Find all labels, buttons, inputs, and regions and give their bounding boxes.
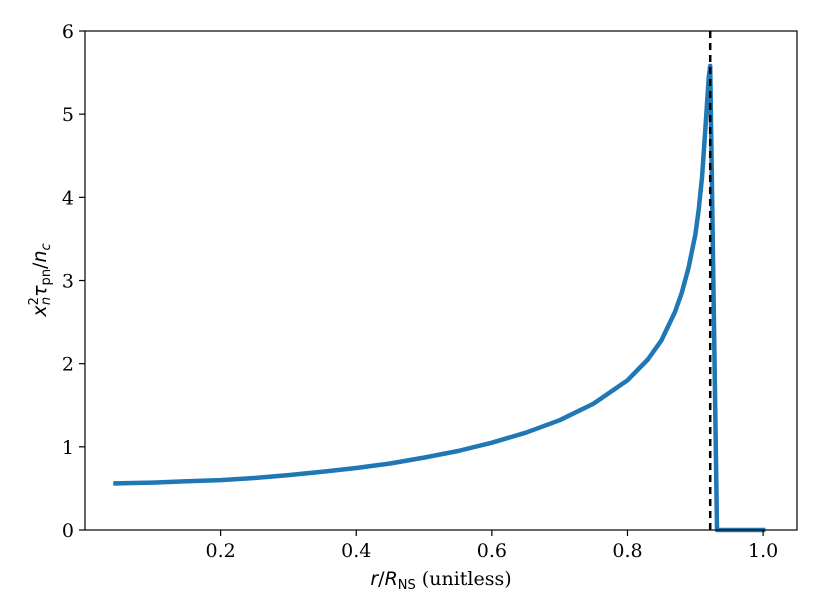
y-tick-label: 5 — [62, 104, 74, 126]
x-label-subscript: NS — [398, 578, 416, 593]
y-tick-label: 3 — [62, 271, 74, 293]
x-tick-label: 0.6 — [477, 540, 507, 562]
y-label-slash: / — [29, 262, 51, 269]
x-tick-label: 0.4 — [341, 540, 371, 562]
y-tick-label: 1 — [62, 437, 74, 459]
y-tick-label: 0 — [62, 520, 74, 542]
x-axis-label: r/RNS (unitless) — [370, 568, 511, 593]
x-label-slash: / — [378, 568, 385, 590]
y-label-tau: τ — [29, 285, 51, 297]
x-tick-label: 1.0 — [748, 540, 778, 562]
x-tick-label: 0.2 — [206, 540, 236, 562]
series-line-1 — [113, 63, 766, 533]
x-tick-label: 0.8 — [612, 540, 642, 562]
y-tick-label: 2 — [62, 354, 74, 376]
y-tick-label: 4 — [62, 187, 74, 209]
axes-layer: 0.2 0.4 0.6 0.8 1.0 0 1 2 3 4 5 6 — [62, 21, 798, 562]
y-tick-label: 6 — [62, 21, 74, 43]
y-label-tau-subscript: pn — [39, 269, 54, 286]
x-label-R: R — [385, 568, 398, 590]
y-label-n: n — [29, 250, 51, 262]
y-label-n-subscript: c — [39, 243, 54, 250]
y-label-x-superscript: 2 — [27, 297, 42, 305]
y-label-x: x — [29, 305, 51, 318]
x-label-r: r — [370, 568, 379, 590]
y-axis-label: x2nτpn/nc — [27, 243, 54, 317]
y-label-x-subscript: n — [39, 297, 54, 305]
x-label-unit: (unitless) — [416, 568, 512, 590]
data-layer — [113, 31, 766, 533]
